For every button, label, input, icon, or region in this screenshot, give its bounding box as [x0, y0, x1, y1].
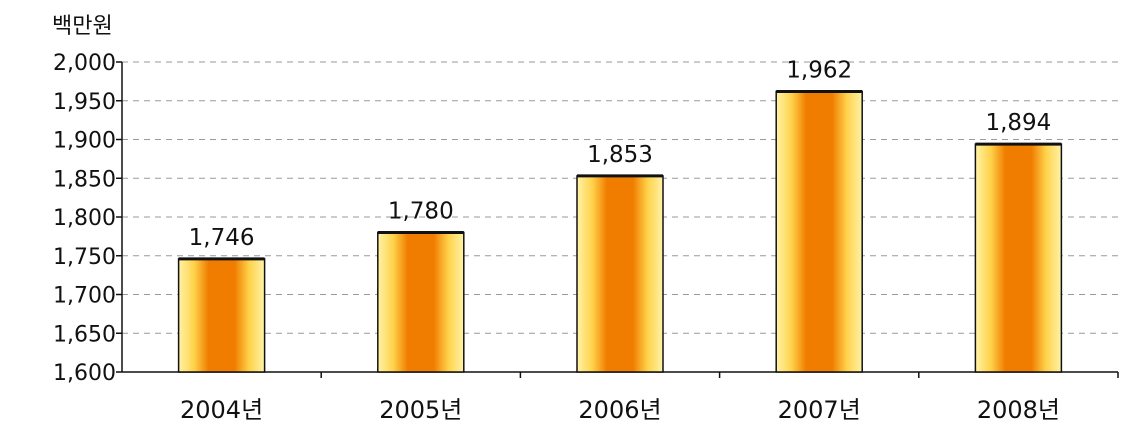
x-tick-label: 2006년	[578, 396, 661, 424]
x-tick-label: 2004년	[180, 396, 263, 424]
y-tick-label: 1,600	[53, 361, 116, 386]
bar-2008년	[974, 143, 1063, 373]
y-tick-label: 1,900	[53, 129, 116, 154]
y-tick-label: 1,850	[53, 167, 116, 192]
bar-value-label: 1,780	[388, 199, 454, 225]
y-tick-label: 1,950	[53, 90, 116, 115]
bar-value-label: 1,894	[985, 110, 1051, 136]
bar-2005년	[377, 231, 465, 373]
bar-2007년	[775, 90, 863, 373]
y-tick-label: 2,000	[53, 51, 116, 76]
bar-value-label: 1,853	[587, 142, 653, 168]
x-tick-label: 2005년	[379, 396, 462, 424]
y-tick-label: 1,750	[53, 245, 116, 270]
labels: 1,600 1,650 1,700 1,750 1,800 1,850 1,900 1,950…	[53, 51, 1060, 424]
bars	[177, 89, 1063, 373]
y-tick-label: 1,700	[53, 284, 116, 309]
x-tick-label: 2007년	[778, 396, 861, 424]
y-tick-label: 1,650	[53, 322, 116, 347]
bar-value-label: 1,962	[786, 57, 852, 83]
y-axis-unit-label: 백만원	[52, 14, 113, 39]
y-tick-label: 1,800	[53, 206, 116, 231]
bar-value-label: 1,746	[189, 225, 255, 251]
bar-2006년	[576, 175, 664, 373]
bar-2004년	[177, 258, 266, 373]
x-tick-label: 2008년	[977, 396, 1060, 424]
